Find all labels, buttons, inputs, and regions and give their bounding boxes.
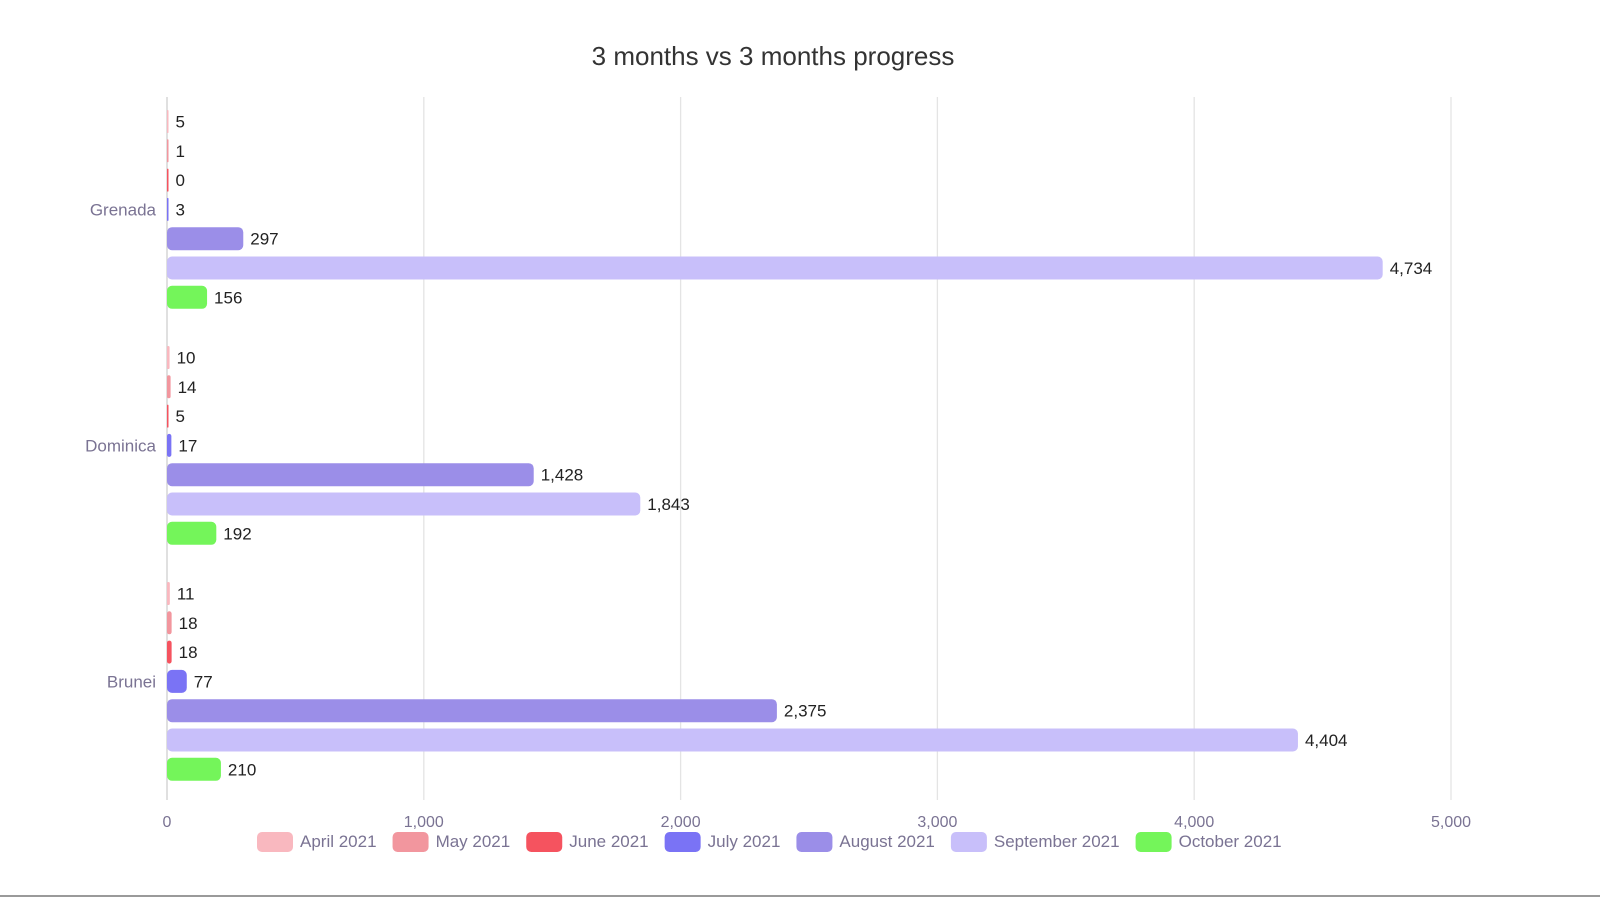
data-label: 1,843 (647, 495, 690, 514)
data-label: 5 (176, 113, 185, 132)
legend-label: June 2021 (569, 832, 648, 851)
bar[interactable] (167, 139, 169, 162)
data-label: 18 (179, 643, 198, 662)
bar[interactable] (167, 758, 221, 781)
legend-item[interactable]: April 2021 (257, 832, 377, 852)
labels-layer: Grenada51032974,734156Dominica10145171,4… (85, 113, 1432, 780)
bar[interactable] (167, 463, 534, 486)
bar[interactable] (167, 611, 172, 634)
data-label: 2,375 (784, 702, 827, 721)
bars-layer (167, 110, 1383, 781)
bar[interactable] (167, 670, 187, 693)
legend-label: September 2021 (994, 832, 1120, 851)
data-label: 18 (179, 614, 198, 633)
legend-swatch (393, 832, 429, 852)
data-label: 156 (214, 288, 242, 307)
x-tick-label: 3,000 (917, 814, 957, 831)
bottom-divider (0, 895, 1600, 897)
legend-label: August 2021 (839, 832, 934, 851)
legend[interactable]: April 2021 May 2021 June 2021 July 2021 Augu… (257, 832, 1282, 852)
data-label: 77 (194, 672, 213, 691)
legend-item[interactable]: August 2021 (796, 832, 934, 852)
legend-item[interactable]: October 2021 (1136, 832, 1282, 852)
category-label: Grenada (90, 200, 157, 219)
data-label: 4,734 (1390, 259, 1433, 278)
grid-layer (167, 97, 1451, 800)
legend-item[interactable]: July 2021 (665, 832, 781, 852)
data-label: 192 (223, 524, 251, 543)
legend-swatch (1136, 832, 1172, 852)
legend-item[interactable]: June 2021 (526, 832, 648, 852)
data-label: 11 (177, 585, 195, 604)
legend-swatch (665, 832, 701, 852)
data-label: 1,428 (541, 466, 584, 485)
data-label: 10 (177, 349, 196, 368)
data-label: 17 (178, 436, 197, 455)
data-label: 5 (176, 407, 185, 426)
data-label: 210 (228, 760, 256, 779)
data-label: 14 (178, 378, 197, 397)
x-tick-label: 4,000 (1174, 814, 1214, 831)
x-tick-label: 0 (163, 814, 172, 831)
bar[interactable] (167, 522, 216, 545)
bar[interactable] (167, 699, 777, 722)
bar[interactable] (167, 286, 207, 309)
chart-title: 3 months vs 3 months progress (592, 41, 955, 71)
bar[interactable] (167, 405, 169, 428)
legend-item[interactable]: September 2021 (951, 832, 1120, 852)
bar[interactable] (167, 375, 171, 398)
bar[interactable] (167, 641, 172, 664)
data-label: 3 (176, 200, 185, 219)
data-label: 0 (176, 171, 185, 190)
legend-swatch (257, 832, 293, 852)
bar[interactable] (167, 346, 170, 369)
bar[interactable] (167, 169, 169, 192)
legend-label: April 2021 (300, 832, 377, 851)
legend-swatch (526, 832, 562, 852)
data-label: 4,404 (1305, 731, 1348, 750)
bar[interactable] (167, 582, 170, 605)
legend-label: October 2021 (1179, 832, 1282, 851)
bar[interactable] (167, 493, 640, 516)
legend-swatch (951, 832, 987, 852)
bar[interactable] (167, 257, 1383, 280)
category-label: Dominica (85, 436, 156, 455)
x-tick-label: 1,000 (404, 814, 444, 831)
legend-label: July 2021 (708, 832, 781, 851)
legend-item[interactable]: May 2021 (393, 832, 511, 852)
bar[interactable] (167, 198, 169, 221)
x-tick-label: 2,000 (661, 814, 701, 831)
category-label: Brunei (107, 672, 156, 691)
legend-label: May 2021 (436, 832, 511, 851)
data-label: 297 (250, 230, 278, 249)
bar[interactable] (167, 434, 171, 457)
bar[interactable] (167, 110, 169, 133)
data-label: 1 (176, 142, 185, 161)
x-tick-label: 5,000 (1431, 814, 1471, 831)
x-axis: 0 1,000 2,000 3,000 4,000 5,000 (163, 814, 1472, 831)
legend-swatch (796, 832, 832, 852)
bar[interactable] (167, 227, 243, 250)
bar[interactable] (167, 729, 1298, 752)
